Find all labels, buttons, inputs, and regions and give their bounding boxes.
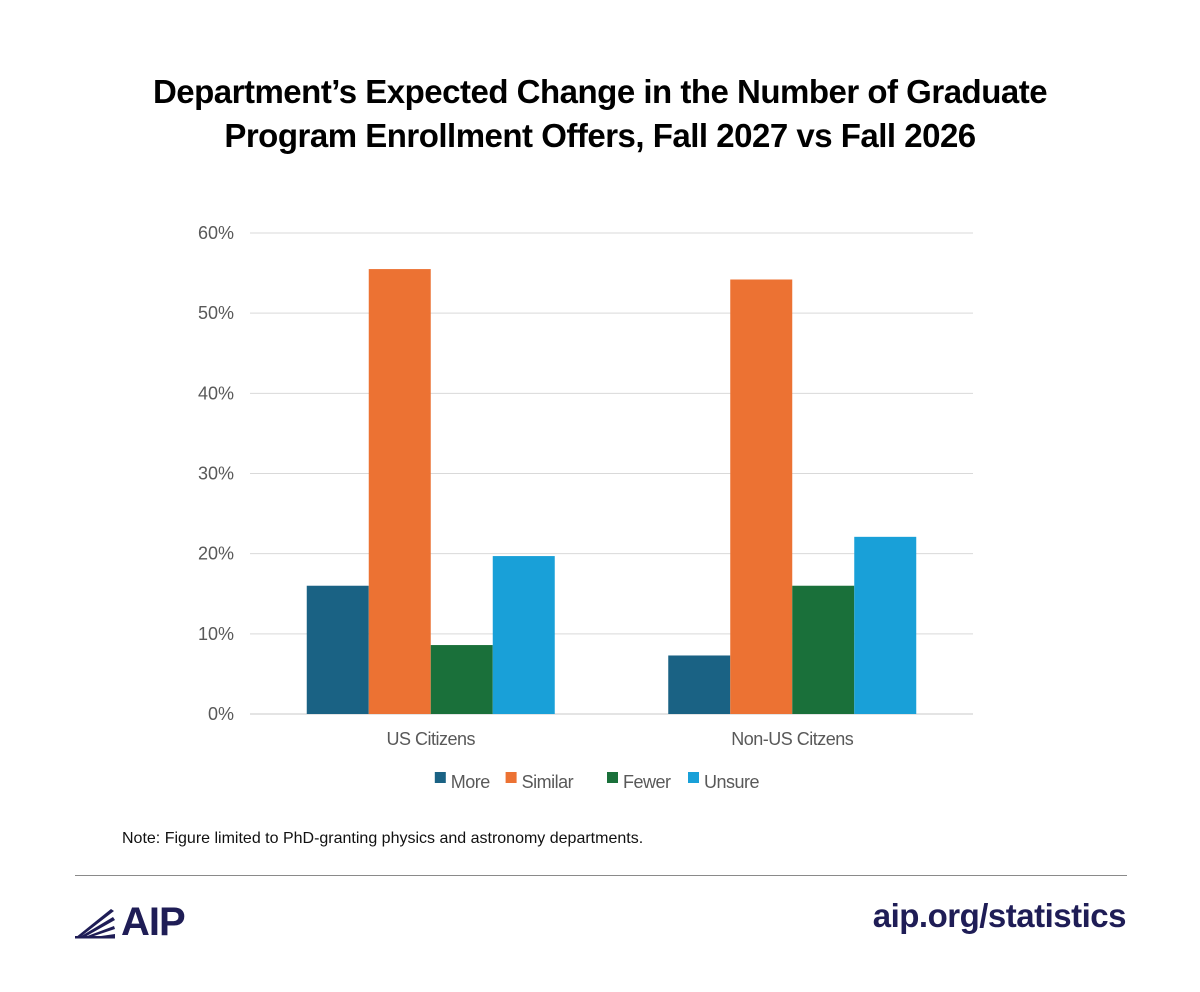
legend-label-similar: Similar — [522, 772, 574, 792]
bar-similar — [368, 269, 431, 714]
y-tick-label: 10% — [198, 624, 234, 644]
bar-fewer — [430, 645, 493, 714]
legend-swatch-unsure — [688, 772, 699, 783]
legend-swatch-similar — [505, 772, 517, 783]
y-tick-label: 50% — [198, 303, 234, 323]
bar-unsure — [492, 556, 555, 714]
chart-title-line-2: Program Enrollment Offers, Fall 2027 vs … — [224, 117, 976, 154]
chart-title-line-1: Department’s Expected Change in the Numb… — [152, 73, 1048, 110]
y-tick-label: 0% — [208, 704, 234, 724]
site-url: aip.org/statistics — [872, 897, 1127, 934]
bar-more — [668, 655, 731, 714]
bar-unsure — [854, 536, 917, 714]
footer-divider — [75, 875, 1127, 876]
y-tick-label: 40% — [198, 383, 234, 403]
figure-note: Note: Figure limited to PhD-granting phy… — [122, 830, 644, 847]
aip-logo-icon — [75, 909, 115, 939]
legend-swatch-more — [434, 772, 446, 783]
legend-label-unsure: Unsure — [704, 772, 760, 792]
bar-more — [306, 585, 369, 714]
legend-label-fewer: Fewer — [623, 772, 671, 792]
y-tick-label: 30% — [198, 464, 234, 484]
x-tick-label: Non-US Citzens — [731, 729, 854, 749]
chart-title: Department’s Expected Change in the Numb… — [0, 70, 1200, 158]
aip-logo: AIP — [75, 899, 186, 944]
x-tick-label: US Citizens — [386, 729, 475, 749]
y-tick-label: 60% — [198, 223, 234, 243]
legend-label-more: More — [451, 772, 490, 792]
bar-fewer — [792, 585, 855, 714]
y-tick-label: 20% — [198, 544, 234, 564]
bar-similar — [730, 279, 793, 714]
aip-logo-text: AIP — [121, 899, 186, 944]
legend-swatch-fewer — [607, 772, 618, 783]
